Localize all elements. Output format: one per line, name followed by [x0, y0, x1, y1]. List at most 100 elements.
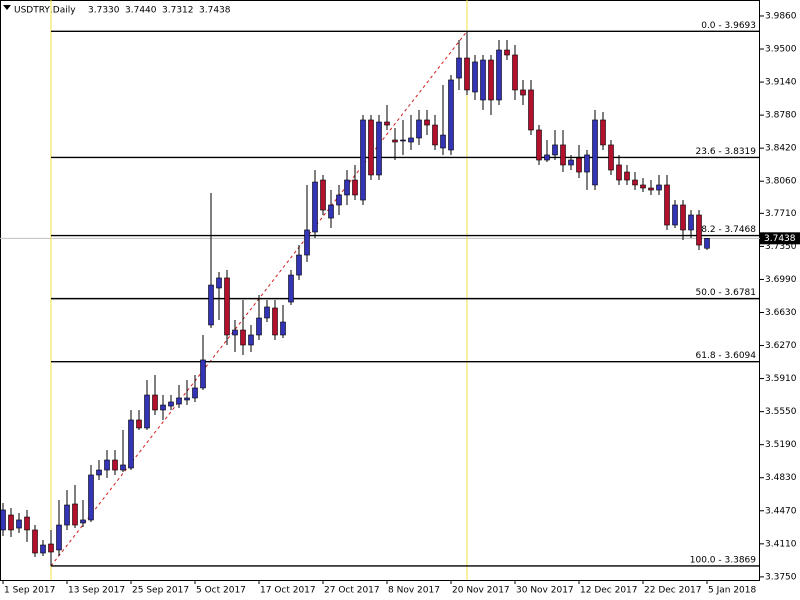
- candle-body: [336, 194, 342, 206]
- candle-body: [144, 394, 150, 429]
- candle-body: [272, 307, 278, 336]
- y-tick-label: 3.5910: [765, 374, 797, 384]
- candle-body: [208, 284, 214, 326]
- candle-body: [520, 89, 526, 96]
- candle-body: [696, 214, 702, 246]
- candle-body: [40, 544, 46, 554]
- candle-body: [168, 401, 174, 407]
- candle-body: [96, 469, 102, 476]
- x-tick-label: 20 Nov 2017: [452, 586, 510, 596]
- y-tick-label: 3.9500: [765, 45, 797, 55]
- candle-body: [432, 124, 438, 146]
- candle-body: [152, 394, 158, 411]
- y-tick-label: 3.7710: [765, 209, 797, 219]
- candle-body: [384, 121, 390, 126]
- y-tick-label: 3.6630: [765, 308, 797, 318]
- candle-body: [0, 509, 6, 531]
- x-tick-label: 5 Jan 2018: [708, 586, 756, 596]
- close-label: 3.7438: [199, 6, 231, 16]
- candle-body: [192, 387, 198, 399]
- candle-body: [576, 157, 582, 173]
- candle-body: [480, 59, 486, 101]
- candle-body: [264, 306, 270, 319]
- high-label: 3.7440: [125, 6, 157, 16]
- candle-body: [560, 144, 566, 166]
- candle-body: [288, 274, 294, 303]
- candle-body: [112, 459, 118, 471]
- candle-body: [664, 184, 670, 226]
- candle-body: [360, 119, 366, 201]
- candle-body: [472, 61, 478, 93]
- candle-body: [312, 181, 318, 233]
- candle-body: [72, 503, 78, 526]
- candle-body: [176, 397, 182, 405]
- candle-body: [640, 184, 646, 189]
- fib-level-label: 38.2 - 3.7468: [696, 225, 757, 235]
- y-tick-label: 3.9140: [765, 78, 797, 88]
- candle-body: [184, 397, 190, 401]
- candle-body: [104, 459, 110, 471]
- y-tick-label: 3.8780: [765, 111, 797, 121]
- candle-body: [408, 137, 414, 143]
- y-tick-label: 3.6990: [765, 275, 797, 285]
- last-price-box: [760, 232, 800, 245]
- y-tick-label: 3.9860: [765, 11, 797, 21]
- candle-body: [704, 238, 710, 249]
- x-tick-label: 8 Nov 2017: [388, 586, 440, 596]
- y-tick-label: 3.4830: [765, 473, 797, 483]
- candle-body: [688, 214, 694, 231]
- candle-body: [424, 119, 430, 126]
- candle-body: [328, 204, 334, 219]
- candle-body: [48, 543, 54, 553]
- x-tick-label: 1 Sep 2017: [4, 586, 55, 596]
- y-tick-label: 3.4470: [765, 506, 797, 516]
- x-tick-label: 22 Dec 2017: [644, 586, 702, 596]
- candle-body: [232, 329, 238, 336]
- candle-body: [80, 519, 86, 524]
- candle-body: [256, 317, 262, 336]
- candle-body: [456, 57, 462, 79]
- candle-body: [448, 79, 454, 151]
- fib-level-label: 23.6 - 3.8319: [696, 147, 757, 157]
- candle-body: [600, 119, 606, 146]
- candle-body: [592, 119, 598, 186]
- candle-body: [464, 57, 470, 91]
- candle-body: [24, 516, 30, 531]
- x-tick-label: 17 Oct 2017: [260, 586, 316, 596]
- candle-body: [200, 359, 206, 389]
- y-tick-label: 3.7350: [765, 242, 797, 252]
- candle-body: [352, 179, 358, 196]
- candle-body: [416, 119, 422, 139]
- candle-body: [240, 329, 246, 346]
- candle-body: [248, 334, 254, 346]
- candle-body: [616, 164, 622, 181]
- one-click-toggle[interactable]: [3, 5, 11, 10]
- fib-level-label: 61.8 - 3.6094: [696, 351, 757, 361]
- candle-body: [88, 474, 94, 521]
- candle-body: [568, 159, 574, 166]
- x-tick-label: 5 Oct 2017: [196, 586, 246, 596]
- candle-body: [584, 154, 590, 173]
- y-tick-label: 3.5550: [765, 407, 797, 417]
- candle-body: [632, 179, 638, 186]
- candle-body: [648, 187, 654, 191]
- x-tick-label: 25 Sep 2017: [132, 586, 189, 596]
- candle-body: [64, 504, 70, 526]
- plot-frame: [0, 0, 760, 581]
- candle-body: [296, 254, 302, 276]
- candle-body: [376, 121, 382, 176]
- candle-body: [136, 419, 142, 429]
- candle-body: [624, 171, 630, 181]
- fib-level-label: 100.0 - 3.3869: [690, 555, 756, 565]
- open-label: 3.7330: [88, 6, 120, 16]
- x-tick-label: 13 Sep 2017: [68, 586, 125, 596]
- candle-body: [392, 139, 398, 143]
- x-tick-label: 30 Nov 2017: [516, 586, 574, 596]
- candle-body: [304, 229, 310, 256]
- candle-body: [320, 179, 326, 211]
- candle-body: [32, 529, 38, 554]
- candle-body: [16, 519, 22, 529]
- candle-body: [440, 134, 446, 149]
- candle-body: [8, 514, 14, 531]
- x-tick-label: 27 Oct 2017: [324, 586, 380, 596]
